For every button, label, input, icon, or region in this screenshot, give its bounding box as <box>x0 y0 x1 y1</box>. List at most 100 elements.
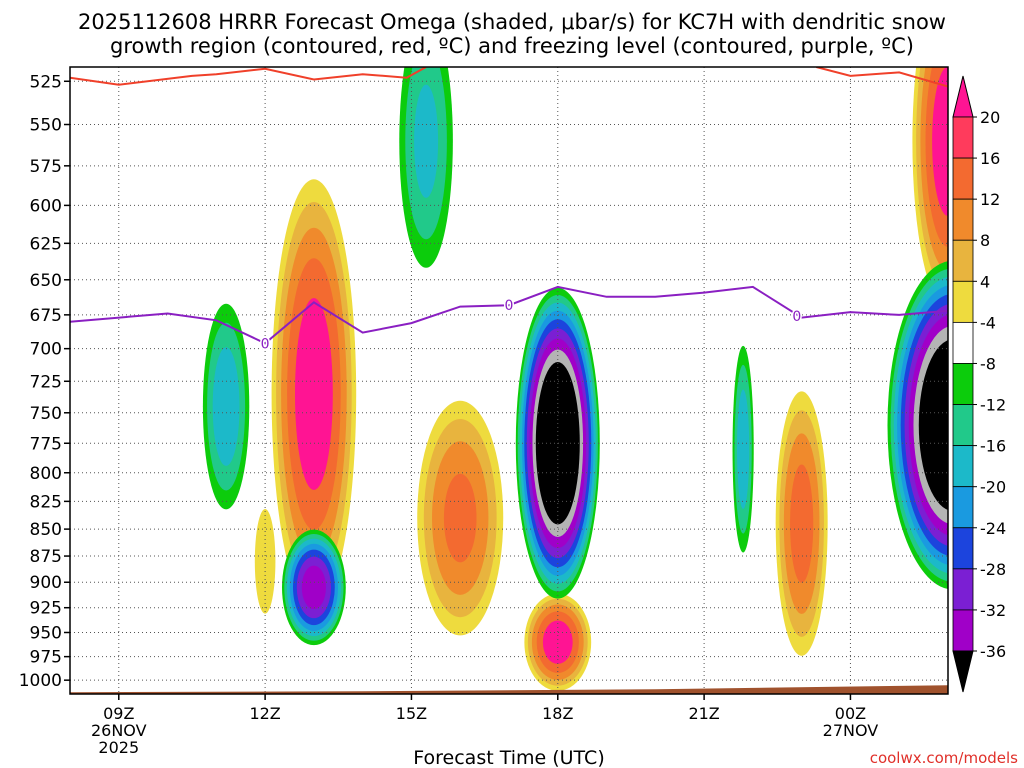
freezing-level-line <box>70 285 948 345</box>
colorbar-label: -16 <box>980 437 1006 456</box>
downdraft-blob-26z-level--36 <box>918 340 948 510</box>
y-tick-label: 525 <box>30 72 62 92</box>
freezing-level-label: 0 <box>792 309 801 325</box>
y-tick-label: 825 <box>30 492 62 512</box>
colorbar-segment <box>952 609 974 652</box>
colorbar-bottom-arrow <box>952 650 974 693</box>
updraft-blob-16z-level-16 <box>443 473 477 563</box>
y-tick-label: 900 <box>30 573 62 593</box>
y-tick-label: 700 <box>30 340 62 360</box>
chart-title-line2: growth region (contoured, red, ºC) and f… <box>110 34 914 58</box>
x-tick-label: 12Z <box>249 704 280 723</box>
colorbar-label: 8 <box>980 231 990 250</box>
chart-title-line1: 2025112608 HRRR Forecast Omega (shaded, … <box>78 10 946 34</box>
colorbar-label: 16 <box>980 149 1000 168</box>
updraft-blob-25z-top-level-20 <box>932 67 948 217</box>
grid-lines <box>70 67 948 694</box>
updraft-blob-25z-top <box>912 67 948 309</box>
colorbar-segment <box>952 280 974 323</box>
updraft-blob-16z <box>417 400 504 636</box>
colorbar-label: -32 <box>980 601 1006 620</box>
y-tick-label: 725 <box>30 372 62 392</box>
x-tick-date: 27NOV <box>823 721 879 740</box>
colorbar-segment <box>952 321 974 364</box>
colorbar-top-arrow <box>952 75 974 118</box>
downdraft-blob-11z <box>202 303 250 510</box>
colorbar-segment <box>952 116 974 159</box>
y-tick-label: 625 <box>30 234 62 254</box>
updraft-blob-11z-low-level-4 <box>254 509 276 614</box>
colorbar-segment <box>952 239 974 282</box>
freezing-level-label: 0 <box>505 298 514 314</box>
colorbar-label: 4 <box>980 272 990 291</box>
dgz-contour-1 <box>70 67 427 86</box>
y-tick-label: 650 <box>30 271 62 291</box>
colorbar-label: -36 <box>980 642 1006 661</box>
y-tick-label: 750 <box>30 404 62 424</box>
colorbar-segment <box>952 445 974 488</box>
x-tick-label: 09Z <box>103 704 134 723</box>
x-tick-date: 26NOV <box>91 721 147 740</box>
x-tick-year: 2025 <box>98 738 139 757</box>
colorbar-label: 12 <box>980 190 1000 209</box>
updraft-blob-13z-level-20 <box>294 298 333 491</box>
x-tick-label: 21Z <box>688 704 719 723</box>
colorbar-label: -12 <box>980 396 1006 415</box>
y-tick-label: 1000 <box>19 671 62 691</box>
updraft-blob-18z-low <box>524 593 592 691</box>
omega-colorbar: 20 16 12 8 4 -4 -8 -12 -16 -20 -24 -28 -32 -36 <box>952 75 1006 693</box>
x-axis-label: Forecast Time (UTC) <box>413 747 604 768</box>
plot-border <box>69 66 949 695</box>
colorbar-label: -8 <box>980 354 996 373</box>
plot-frame <box>69 66 949 695</box>
updraft-blob-23z <box>775 391 828 656</box>
x-tick-label: 00Z <box>835 704 866 723</box>
colorbar-label: -28 <box>980 560 1006 579</box>
downdraft-blob-13z-low <box>281 529 346 646</box>
colorbar-segment <box>952 568 974 611</box>
colorbar-segment <box>952 486 974 529</box>
freezing-level-label: 0 <box>261 336 270 352</box>
downdraft-band-22z <box>732 345 754 553</box>
updraft-blob-23z-level-16 <box>790 464 814 583</box>
y-tick-label: 775 <box>30 434 62 454</box>
y-tick-label: 800 <box>30 464 62 484</box>
colorbar-segment <box>952 363 974 405</box>
downdraft-blob-26z <box>887 261 948 590</box>
colorbar-label: 20 <box>980 108 1000 127</box>
y-tick-label: 550 <box>30 116 62 136</box>
y-tick-label: 925 <box>30 599 62 619</box>
y-tick-label: 875 <box>30 547 62 567</box>
downdraft-band-15z <box>399 67 453 268</box>
updraft-blob-18z-low-level-20 <box>542 620 573 664</box>
colorbar-label: -4 <box>980 313 996 332</box>
colorbar-segment <box>952 527 974 570</box>
dgz-contour-2 <box>816 67 948 88</box>
y-axis-pressure: 525 550 575 600 625 650 675 700 725 750 775 800 825 8… <box>19 72 70 691</box>
terrain-ground <box>70 685 948 694</box>
downdraft-blob-11z-level--12 <box>212 347 240 466</box>
downdraft-band-22z-level--12 <box>737 389 750 509</box>
downdraft-blob-13z-low-level--28 <box>301 565 326 610</box>
omega-shading <box>202 67 948 691</box>
y-tick-label: 950 <box>30 623 62 643</box>
y-tick-label: 575 <box>30 157 62 177</box>
contour-lines: 0 0 0 <box>70 67 948 694</box>
x-tick-label: 18Z <box>542 704 573 723</box>
updraft-blob-11z-low <box>254 509 276 614</box>
y-tick-label: 975 <box>30 648 62 668</box>
x-tick-label: 15Z <box>396 704 427 723</box>
colorbar-label: -24 <box>980 519 1006 538</box>
colorbar-segment <box>952 404 974 447</box>
colorbar-segment <box>952 198 974 241</box>
y-tick-label: 600 <box>30 196 62 216</box>
updraft-blob-13z <box>271 179 357 609</box>
y-tick-label: 850 <box>30 520 62 540</box>
credit-text: coolwx.com/models <box>870 749 1018 767</box>
y-tick-label: 675 <box>30 306 62 326</box>
downdraft-band-15z-level--12 <box>414 84 439 198</box>
colorbar-segment <box>952 157 974 200</box>
colorbar-label: -20 <box>980 478 1006 497</box>
